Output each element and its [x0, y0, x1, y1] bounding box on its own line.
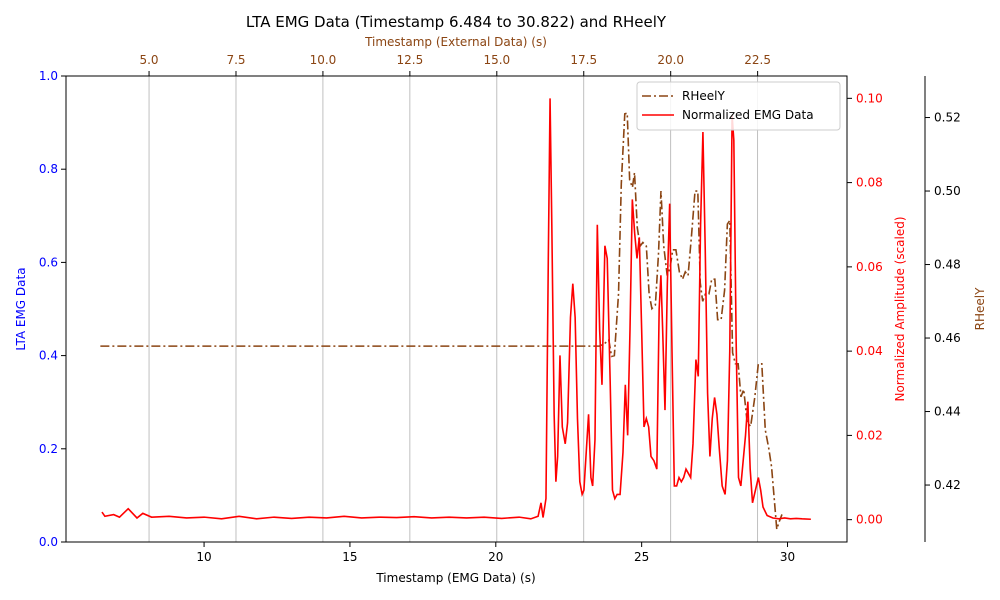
normalized-emg-series-line	[101, 98, 811, 521]
left-tick-label-0: 0.0	[39, 535, 58, 549]
top-tick-label-4: 15.0	[483, 53, 510, 67]
right2-tick-label-2: 0.46	[934, 331, 961, 345]
right2-tick-label-5: 0.52	[934, 111, 961, 125]
left-tick-label-4: 0.8	[39, 162, 58, 176]
right2-tick-label-3: 0.48	[934, 258, 961, 272]
legend-box	[636, 81, 841, 131]
legend: RHeelY Normalized EMG Data	[636, 81, 841, 131]
right1-tick-label-0: 0.00	[856, 513, 883, 527]
top-axis: 5.0 7.5 10.0 12.5 15.0 17.5 20.0 22.5	[139, 53, 771, 76]
left-tick-label-3: 0.6	[39, 255, 58, 269]
right-axis-1: 0.00 0.02 0.04 0.06 0.08 0.10	[847, 91, 883, 527]
left-axis: 0.0 0.2 0.4 0.6 0.8 1.0	[39, 69, 66, 549]
bottom-tick-label-1: 15	[342, 550, 357, 564]
right1-tick-label-3: 0.06	[856, 260, 883, 274]
bottom-axis: 10 15 20 25 30	[196, 542, 795, 564]
top-tick-label-2: 10.0	[310, 53, 337, 67]
bottom-axis-label: Timestamp (EMG Data) (s)	[375, 571, 535, 585]
left-tick-label-5: 1.0	[39, 69, 58, 83]
top-tick-label-0: 5.0	[139, 53, 158, 67]
right-axis-2-label: RHeelY	[973, 287, 987, 330]
right2-tick-label-4: 0.50	[934, 184, 961, 198]
top-axis-gridlines	[148, 76, 759, 542]
right1-tick-label-4: 0.08	[856, 176, 883, 190]
top-tick-label-6: 20.0	[657, 53, 684, 67]
right2-tick-label-0: 0.42	[934, 478, 961, 492]
top-axis-label: Timestamp (External Data) (s)	[364, 35, 547, 49]
top-tick-label-3: 12.5	[397, 53, 424, 67]
rheely-series-line	[100, 112, 783, 530]
bottom-tick-label-2: 20	[488, 550, 503, 564]
bottom-tick-label-4: 30	[780, 550, 795, 564]
legend-emg-label: Normalized EMG Data	[682, 108, 814, 122]
right1-tick-label-1: 0.02	[856, 428, 883, 442]
left-tick-label-2: 0.4	[39, 349, 58, 363]
legend-rheely-label: RHeelY	[682, 89, 725, 103]
chart-title: LTA EMG Data (Timestamp 6.484 to 30.822)…	[246, 13, 667, 31]
top-tick-label-5: 17.5	[570, 53, 597, 67]
plot-frame	[65, 75, 848, 543]
bottom-tick-label-3: 25	[634, 550, 649, 564]
left-tick-label-1: 0.2	[39, 442, 58, 456]
top-tick-label-7: 22.5	[744, 53, 771, 67]
right2-tick-label-1: 0.44	[934, 405, 961, 419]
right-axis-1-label: Normalized Amplitude (scaled)	[893, 216, 907, 401]
bottom-tick-label-0: 10	[196, 550, 211, 564]
left-axis-label: LTA EMG Data	[14, 267, 28, 350]
right1-tick-label-2: 0.04	[856, 344, 883, 358]
right1-tick-label-5: 0.10	[856, 91, 883, 105]
right-axis-2: 0.42 0.44 0.46 0.48 0.50 0.52	[924, 76, 961, 542]
top-tick-label-1: 7.5	[226, 53, 245, 67]
